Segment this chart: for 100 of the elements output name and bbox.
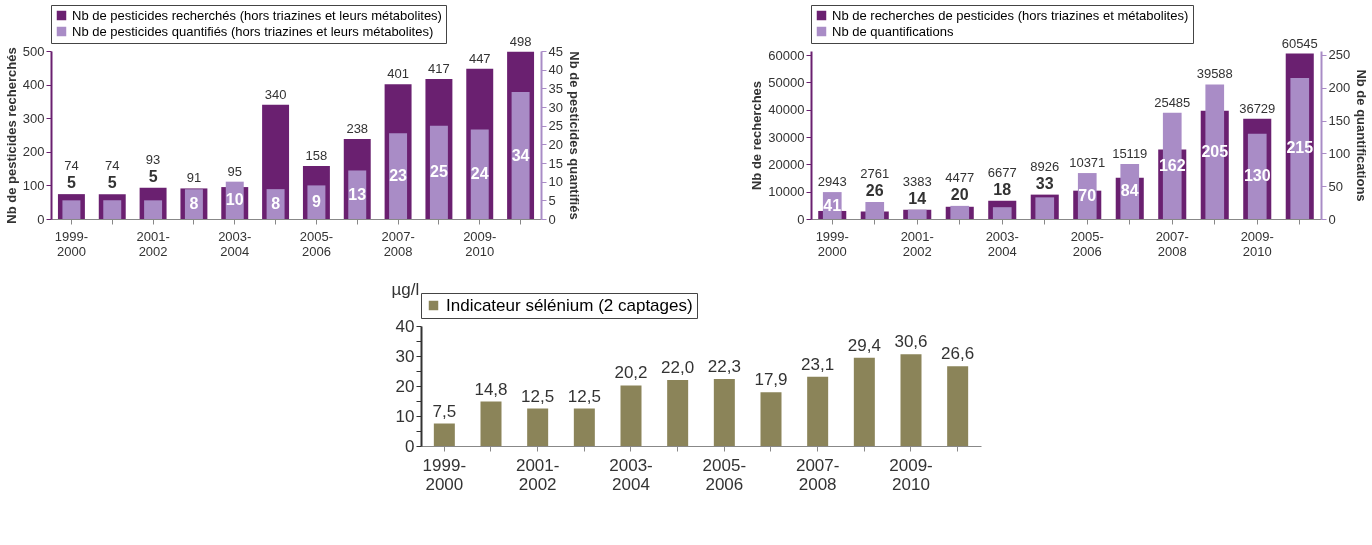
x-tick-label: 2005-2006 bbox=[702, 455, 747, 494]
y-tick-label: 20000 bbox=[768, 156, 805, 172]
legend-label: Indicateur sélénium (2 captages) bbox=[446, 295, 693, 315]
legend-label: Nb de pesticides recherchés (hors triazines et leurs métabolites) bbox=[72, 7, 442, 23]
y2-tick-label: 250 bbox=[1328, 47, 1351, 63]
data-label: 26,6 bbox=[941, 344, 975, 364]
legend-label: Nb de pesticides quantifiés (hors triazines et leurs métabolites) bbox=[72, 23, 434, 39]
y-tick-label: 60000 bbox=[768, 47, 805, 63]
y-tick-label: 200 bbox=[22, 144, 45, 160]
data-label: 15119 bbox=[1112, 145, 1148, 161]
y-tick-label: 100 bbox=[22, 177, 45, 193]
bar bbox=[144, 200, 163, 219]
data-label: 10371 bbox=[1069, 155, 1106, 171]
y2-tick-label: 0 bbox=[1328, 211, 1336, 227]
bar bbox=[620, 385, 642, 446]
bar bbox=[480, 401, 502, 446]
bar bbox=[992, 207, 1012, 219]
y-tick-label: 50000 bbox=[768, 74, 805, 90]
bar bbox=[900, 354, 922, 446]
data-label: 29,4 bbox=[847, 335, 881, 355]
y-tick-label: 10 bbox=[395, 406, 415, 426]
data-label: 8 bbox=[189, 195, 199, 213]
y2-tick-label: 150 bbox=[1328, 113, 1351, 129]
data-label: 30,6 bbox=[894, 332, 928, 352]
y2-tick-label: 40 bbox=[548, 62, 563, 78]
y2-tick-label: 15 bbox=[548, 155, 563, 171]
y2-axis-title: Nb de quantifications bbox=[1354, 69, 1370, 202]
y2-tick-label: 35 bbox=[548, 80, 563, 96]
data-label: 23,1 bbox=[801, 354, 835, 374]
y-tick-label: 300 bbox=[22, 110, 45, 126]
bar bbox=[947, 366, 969, 446]
data-label: 17,9 bbox=[754, 370, 788, 390]
x-tick-label: 2009-2010 bbox=[889, 455, 933, 494]
data-label: 3383 bbox=[902, 173, 932, 189]
data-label: 401 bbox=[387, 66, 409, 82]
y-tick-label: 40 bbox=[395, 316, 415, 336]
data-label: 33 bbox=[1035, 174, 1054, 192]
y2-tick-label: 25 bbox=[548, 118, 563, 134]
y-axis-title: µg/l bbox=[391, 279, 420, 299]
legend-label: Nb de recherches de pesticides (hors triazines et métabolites) bbox=[832, 7, 1189, 23]
data-label: 447 bbox=[468, 50, 491, 66]
data-label: 91 bbox=[186, 170, 202, 186]
y-tick-label: 30000 bbox=[768, 129, 805, 145]
bar bbox=[470, 129, 489, 219]
data-label: 5 bbox=[66, 174, 76, 192]
x-tick-label: 2007-2008 bbox=[381, 228, 415, 259]
bar bbox=[807, 376, 829, 446]
data-label: 9 bbox=[311, 193, 321, 211]
x-tick-label: 1999-2000 bbox=[815, 228, 849, 259]
data-label: 498 bbox=[509, 33, 532, 49]
bar bbox=[429, 125, 448, 219]
data-label: 7,5 bbox=[432, 401, 457, 421]
x-tick-label: 2007-2008 bbox=[795, 455, 840, 494]
bar bbox=[573, 408, 595, 446]
x-tick-label: 1999-2000 bbox=[422, 455, 467, 494]
y-tick-label: 10000 bbox=[768, 184, 805, 200]
data-label: 25 bbox=[430, 163, 448, 181]
x-tick-label: 2001-2002 bbox=[900, 228, 934, 259]
x-tick-label: 2003-2004 bbox=[609, 455, 653, 494]
x-tick-label: 2007-2008 bbox=[1155, 228, 1189, 259]
data-label: 2761 bbox=[860, 165, 890, 181]
data-label: 22,0 bbox=[661, 358, 695, 377]
data-label: 23 bbox=[389, 167, 408, 185]
data-label: 158 bbox=[305, 147, 328, 163]
data-label: 93 bbox=[145, 151, 161, 167]
x-tick-label: 2003-2004 bbox=[218, 228, 252, 259]
y-tick-label: 0 bbox=[797, 211, 805, 227]
data-label: 14,8 bbox=[474, 379, 508, 399]
data-label: 18 bbox=[993, 180, 1012, 198]
x-tick-label: 1999-2000 bbox=[54, 228, 89, 259]
bar bbox=[667, 380, 689, 446]
bar bbox=[760, 392, 782, 446]
y2-axis-title: Nb de pesticides quantifiés bbox=[566, 51, 582, 220]
y-tick-label: 40000 bbox=[768, 102, 805, 118]
x-tick-label: 2001-2002 bbox=[515, 455, 560, 494]
x-tick-label: 2005-2006 bbox=[299, 228, 334, 259]
data-label: 340 bbox=[264, 86, 287, 102]
data-label: 8 bbox=[271, 195, 281, 213]
data-label: 5 bbox=[107, 174, 117, 192]
y2-tick-label: 20 bbox=[548, 136, 563, 152]
x-tick-label: 2009-2010 bbox=[463, 228, 497, 259]
data-label: 12,5 bbox=[521, 386, 555, 406]
y2-tick-label: 10 bbox=[548, 174, 563, 190]
data-label: 417 bbox=[428, 60, 450, 76]
data-label: 41 bbox=[823, 196, 842, 214]
bar bbox=[527, 408, 549, 446]
data-label: 34 bbox=[511, 146, 530, 164]
y-tick-label: 0 bbox=[37, 211, 45, 227]
data-label: 8926 bbox=[1030, 158, 1060, 174]
data-label: 26 bbox=[865, 181, 884, 199]
data-label: 12,5 bbox=[567, 386, 601, 406]
y-axis-title: Nb de recherches bbox=[749, 80, 765, 191]
y-tick-label: 30 bbox=[395, 346, 415, 366]
y2-tick-label: 30 bbox=[548, 99, 563, 115]
data-label: 20 bbox=[950, 185, 969, 203]
y2-tick-label: 100 bbox=[1328, 145, 1351, 161]
data-label: 10 bbox=[225, 191, 244, 209]
data-label: 74 bbox=[64, 158, 79, 174]
x-tick-label: 2003-2004 bbox=[985, 228, 1019, 259]
data-label: 95 bbox=[227, 163, 242, 179]
